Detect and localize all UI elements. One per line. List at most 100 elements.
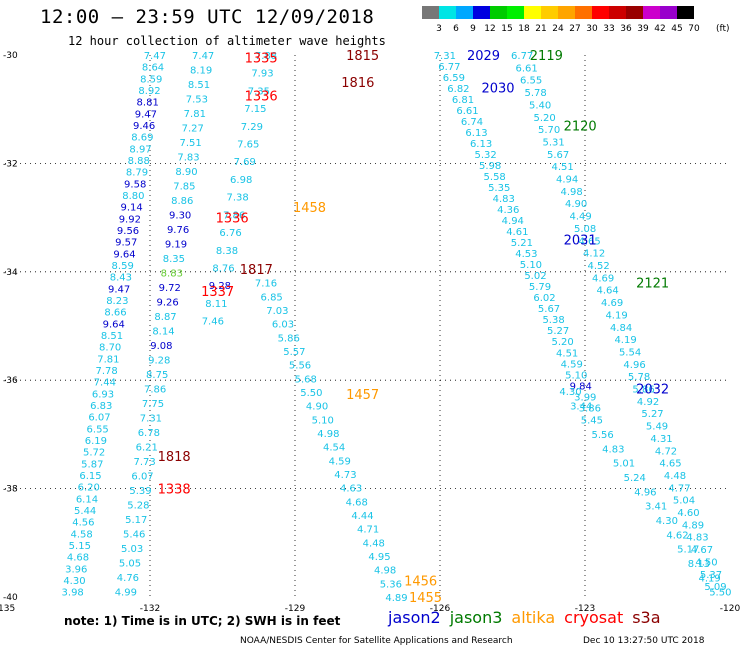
legend-swatch bbox=[592, 6, 609, 19]
wave-height-value: 6.15 bbox=[79, 471, 101, 482]
wave-height-value: 5.10 bbox=[312, 415, 334, 426]
lon-tick-label: -120 bbox=[720, 604, 740, 614]
legend-swatch bbox=[558, 6, 575, 19]
wave-height-value: 8.51 bbox=[101, 331, 123, 342]
legend-unit: (ft) bbox=[716, 24, 730, 34]
wave-height-value: 4.51 bbox=[556, 348, 578, 359]
wave-height-value: 5.78 bbox=[525, 88, 547, 99]
wave-height-value: 3.96 bbox=[65, 564, 87, 575]
wave-height-value: 6.19 bbox=[85, 436, 107, 447]
wave-height-value: 7.47 bbox=[192, 51, 214, 62]
legend-label: 30 bbox=[586, 24, 598, 34]
lat-tick-label: -36 bbox=[3, 376, 18, 386]
wave-height-value: 8.51 bbox=[188, 80, 210, 91]
legend-label: 70 bbox=[688, 24, 700, 34]
wave-height-value: 4.72 bbox=[655, 446, 677, 457]
legend-label: 18 bbox=[518, 24, 530, 34]
wave-height-value: 4.65 bbox=[578, 236, 600, 247]
wave-height-value: 4.44 bbox=[351, 511, 373, 522]
wave-height-value: 4.48 bbox=[363, 538, 385, 549]
wave-height-value: 4.98 bbox=[317, 429, 339, 440]
wave-height-value: 8.83 bbox=[161, 269, 183, 280]
wave-height-value: 4.67 bbox=[691, 545, 713, 556]
wave-height-value: 6.59 bbox=[443, 73, 465, 84]
legend-swatch bbox=[507, 6, 524, 19]
wave-height-value: 4.71 bbox=[357, 525, 379, 536]
satellite-name: s3a bbox=[632, 608, 661, 627]
legend-swatch bbox=[677, 6, 694, 19]
pass-time-label: 1456 bbox=[404, 575, 437, 590]
wave-height-value: 4.83 bbox=[493, 194, 515, 205]
credit-line: NOAA/NESDIS Center for Satellite Applica… bbox=[240, 636, 513, 646]
wave-height-value: 5.15 bbox=[69, 541, 91, 552]
legend-label: 45 bbox=[671, 24, 683, 34]
satellite-tracks: 7.478.648.598.928.819.479.468.698.978.88… bbox=[62, 51, 732, 604]
pass-time-label: 1337 bbox=[201, 285, 234, 300]
wave-height-value: 4.36 bbox=[497, 205, 519, 216]
footnote: note: 1) Time is in UTC; 2) SWH is in fe… bbox=[64, 614, 341, 628]
wave-height-value: 7.69 bbox=[234, 157, 256, 168]
wave-height-value: 4.90 bbox=[306, 402, 328, 413]
wave-height-value: 7.29 bbox=[241, 122, 263, 133]
lat-tick-label: -30 bbox=[3, 51, 18, 61]
wave-height-value: 5.02 bbox=[524, 271, 546, 282]
wave-height-value: 4.98 bbox=[560, 187, 582, 198]
wave-height-value: 6.07 bbox=[131, 472, 153, 483]
wave-height-value: 5.86 bbox=[632, 385, 654, 396]
wave-height-value: 4.77 bbox=[668, 483, 690, 494]
wave-height-value: 9.72 bbox=[159, 283, 181, 294]
wave-height-value: 4.83 bbox=[602, 444, 624, 455]
legend-swatch bbox=[524, 6, 541, 19]
pass-time-label: 2029 bbox=[467, 49, 500, 64]
wave-height-value: 5.68 bbox=[295, 374, 317, 385]
wave-height-value: 7.31 bbox=[140, 414, 162, 425]
wave-height-value: 6.13 bbox=[465, 128, 487, 139]
wave-height-value: 3.98 bbox=[62, 588, 84, 599]
wave-height-value: 6.13 bbox=[470, 139, 492, 150]
wave-height-value: 9.28 bbox=[209, 281, 231, 292]
time-labels: 1335 1815 1816 1336 2029 2119 2030 2120 1458 1336… bbox=[158, 49, 670, 606]
pass-time-label: 1455 bbox=[409, 591, 442, 606]
wave-height-value: 7.81 bbox=[97, 354, 119, 365]
wave-height-value: 4.19 bbox=[614, 335, 636, 346]
wave-height-value: 4.96 bbox=[634, 487, 656, 498]
wave-height-value: 5.10 bbox=[520, 260, 542, 271]
legend-label: 39 bbox=[637, 24, 649, 34]
wave-height-value: 8.76 bbox=[212, 263, 234, 274]
wave-height-value: 7.88 bbox=[255, 51, 277, 62]
legend-swatch bbox=[643, 6, 660, 19]
wave-height-value: 7.46 bbox=[202, 317, 224, 328]
wave-height-value: 5.98 bbox=[479, 161, 501, 172]
wave-height-value: 9.08 bbox=[150, 341, 172, 352]
wave-height-value: 9.19 bbox=[165, 240, 187, 251]
wave-height-value: 5.10 bbox=[565, 370, 587, 381]
wave-height-value: 5.39 bbox=[129, 486, 151, 497]
wave-height-value: 4.92 bbox=[637, 397, 659, 408]
wave-height-value: 8.87 bbox=[154, 312, 176, 323]
wave-height-value: 6.20 bbox=[78, 483, 100, 494]
wave-height-value: 6.74 bbox=[461, 117, 483, 128]
wave-height-value: 5.38 bbox=[542, 315, 564, 326]
wave-height-value: 8.81 bbox=[137, 98, 159, 109]
pass-time-label: 1458 bbox=[293, 201, 326, 216]
wave-height-value: 7.47 bbox=[144, 51, 166, 62]
pass-time-label: 1816 bbox=[341, 76, 374, 91]
wave-height-value: 5.17 bbox=[125, 515, 147, 526]
wave-height-value: 6.61 bbox=[516, 63, 538, 74]
wave-height-value: 4.83 bbox=[686, 533, 708, 544]
wave-height-value: 7.73 bbox=[134, 457, 156, 468]
legend-label: 12 bbox=[484, 24, 496, 34]
wave-height-value: 6.03 bbox=[272, 320, 294, 331]
wave-height-value: 6.76 bbox=[219, 228, 241, 239]
wave-height-value: 4.30 bbox=[656, 516, 678, 527]
lat-tick-label: -32 bbox=[3, 159, 18, 169]
wave-height-value: 4.49 bbox=[569, 212, 591, 223]
satellite-name: altika bbox=[511, 608, 556, 627]
legend-label: 42 bbox=[654, 24, 666, 34]
wave-height-value: 4.94 bbox=[502, 216, 524, 227]
wave-height-value: 4.94 bbox=[556, 175, 578, 186]
wave-height-value: 5.21 bbox=[511, 238, 533, 249]
wave-height-value: 6.98 bbox=[230, 175, 252, 186]
wave-height-value: 8.64 bbox=[142, 63, 164, 74]
legend-label: 33 bbox=[603, 24, 615, 34]
